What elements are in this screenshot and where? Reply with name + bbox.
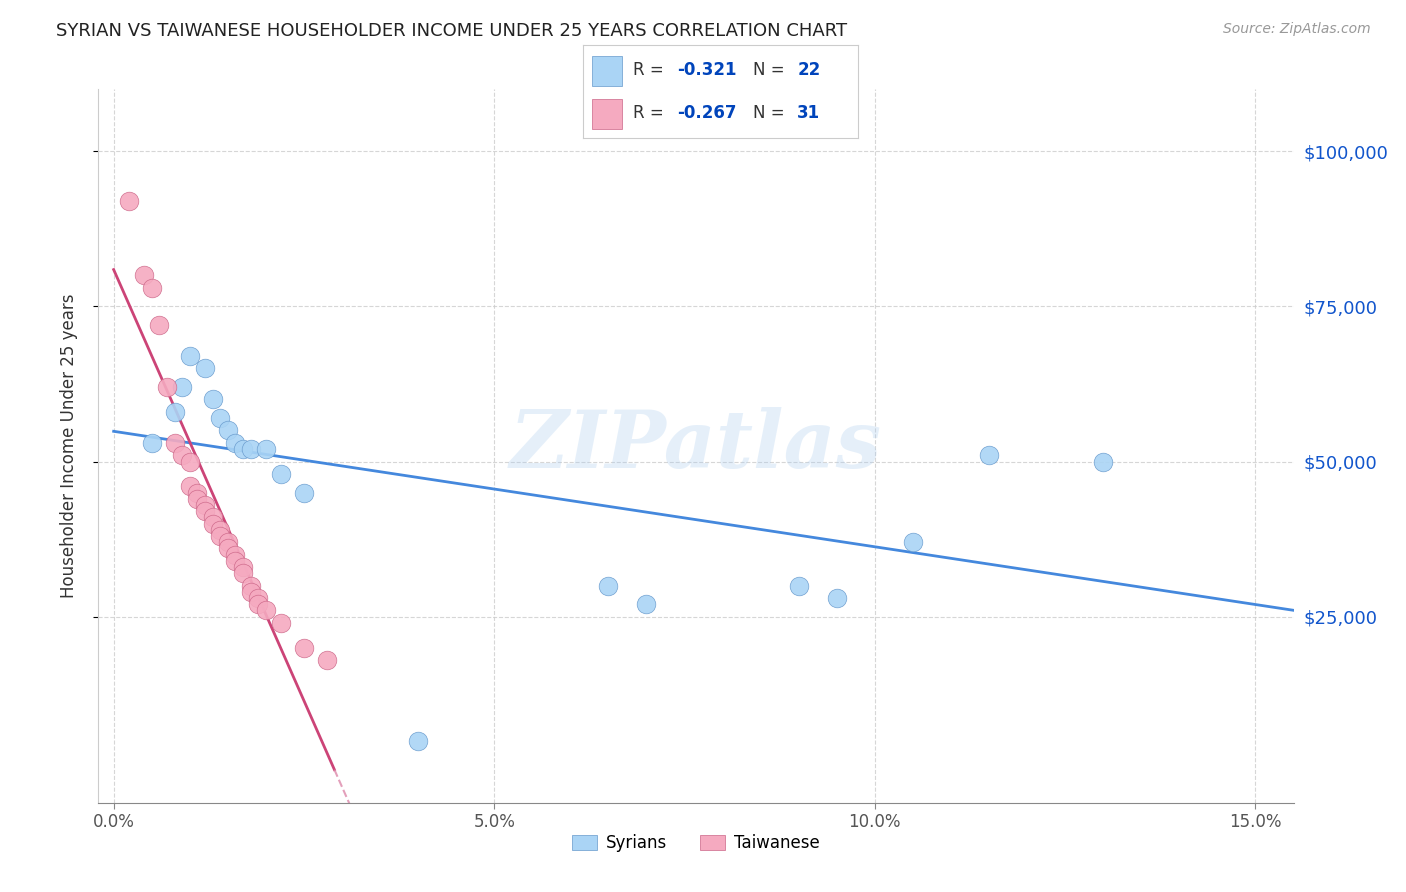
Point (292, 640, 315, 655)
Point (247, 597, 270, 611)
Point (977, 448, 1000, 462)
Point (825, 591, 848, 605)
Point (224, 436, 246, 450)
Point (1092, 454, 1115, 468)
Text: Source: ZipAtlas.com: Source: ZipAtlas.com (1223, 22, 1371, 37)
Point (201, 392, 224, 407)
Point (194, 498, 217, 512)
Text: 22: 22 (797, 61, 821, 78)
Point (406, 733, 429, 747)
Point (179, 479, 201, 493)
Text: -0.321: -0.321 (676, 61, 737, 78)
Point (163, 436, 186, 450)
Text: N =: N = (754, 104, 790, 122)
Point (201, 510, 224, 524)
Point (118, 194, 141, 208)
Text: R =: R = (633, 61, 669, 78)
Point (209, 411, 232, 425)
Point (179, 349, 201, 363)
Point (270, 615, 292, 630)
Point (194, 504, 217, 518)
Point (254, 442, 277, 456)
Legend: Syrians, Taiwanese: Syrians, Taiwanese (565, 828, 827, 859)
Y-axis label: Householder Income Under 25 years: Householder Income Under 25 years (59, 293, 77, 599)
Point (224, 554, 246, 568)
Point (172, 448, 194, 462)
Point (141, 281, 163, 295)
Text: -0.267: -0.267 (676, 104, 737, 122)
Point (148, 318, 170, 332)
Text: R =: R = (633, 104, 669, 122)
Text: 31: 31 (797, 104, 821, 122)
Point (232, 560, 254, 574)
Bar (592, 56, 621, 86)
Point (787, 579, 810, 593)
Point (636, 597, 658, 611)
Point (209, 523, 232, 537)
Point (239, 579, 262, 593)
Text: N =: N = (754, 61, 790, 78)
Point (315, 653, 337, 667)
Point (186, 491, 208, 506)
Point (194, 361, 217, 376)
Point (156, 380, 179, 394)
Point (239, 442, 262, 456)
Point (217, 541, 239, 556)
Point (239, 584, 262, 599)
Point (901, 535, 924, 549)
Point (224, 548, 246, 562)
Point (209, 529, 232, 543)
Point (217, 535, 239, 549)
Point (172, 380, 194, 394)
Point (254, 603, 277, 617)
Point (163, 405, 186, 419)
Point (247, 591, 270, 605)
Point (270, 467, 292, 481)
Point (217, 424, 239, 438)
Point (232, 566, 254, 581)
Bar (592, 99, 621, 129)
Text: SYRIAN VS TAIWANESE HOUSEHOLDER INCOME UNDER 25 YEARS CORRELATION CHART: SYRIAN VS TAIWANESE HOUSEHOLDER INCOME U… (56, 22, 848, 40)
Text: ZIPatlas: ZIPatlas (510, 408, 882, 484)
Point (132, 268, 155, 283)
Point (292, 485, 315, 500)
Point (186, 485, 208, 500)
Point (232, 442, 254, 456)
Point (598, 579, 620, 593)
Point (179, 454, 201, 468)
Point (201, 516, 224, 531)
Point (141, 436, 163, 450)
